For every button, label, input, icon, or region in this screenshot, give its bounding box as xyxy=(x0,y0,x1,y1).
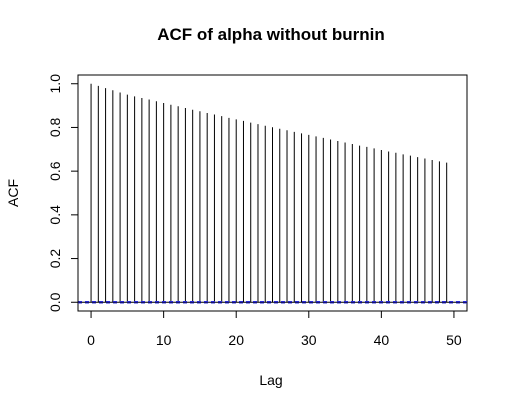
y-tick-label: 0.8 xyxy=(47,118,63,138)
x-tick-label: 10 xyxy=(156,332,172,348)
x-axis: 0 10 20 30 40 50 xyxy=(87,310,462,348)
x-tick-label: 30 xyxy=(301,332,317,348)
y-tick-label: 0.6 xyxy=(47,161,63,181)
acf-bars xyxy=(90,83,448,303)
x-tick-label: 40 xyxy=(374,332,390,348)
x-tick-label: 0 xyxy=(87,332,95,348)
x-tick-label: 20 xyxy=(228,332,244,348)
x-tick-label: 50 xyxy=(446,332,462,348)
y-tick-label: 1.0 xyxy=(47,74,63,94)
y-axis-label: ACF xyxy=(5,179,21,207)
x-axis-label: Lag xyxy=(259,372,282,388)
y-axis: 0.0 0.2 0.4 0.6 0.8 1.0 xyxy=(47,74,79,312)
chart-title: ACF of alpha without burnin xyxy=(157,25,385,44)
y-tick-label: 0.0 xyxy=(47,292,63,312)
y-tick-label: 0.2 xyxy=(47,249,63,269)
y-tick-label: 0.4 xyxy=(47,205,63,225)
